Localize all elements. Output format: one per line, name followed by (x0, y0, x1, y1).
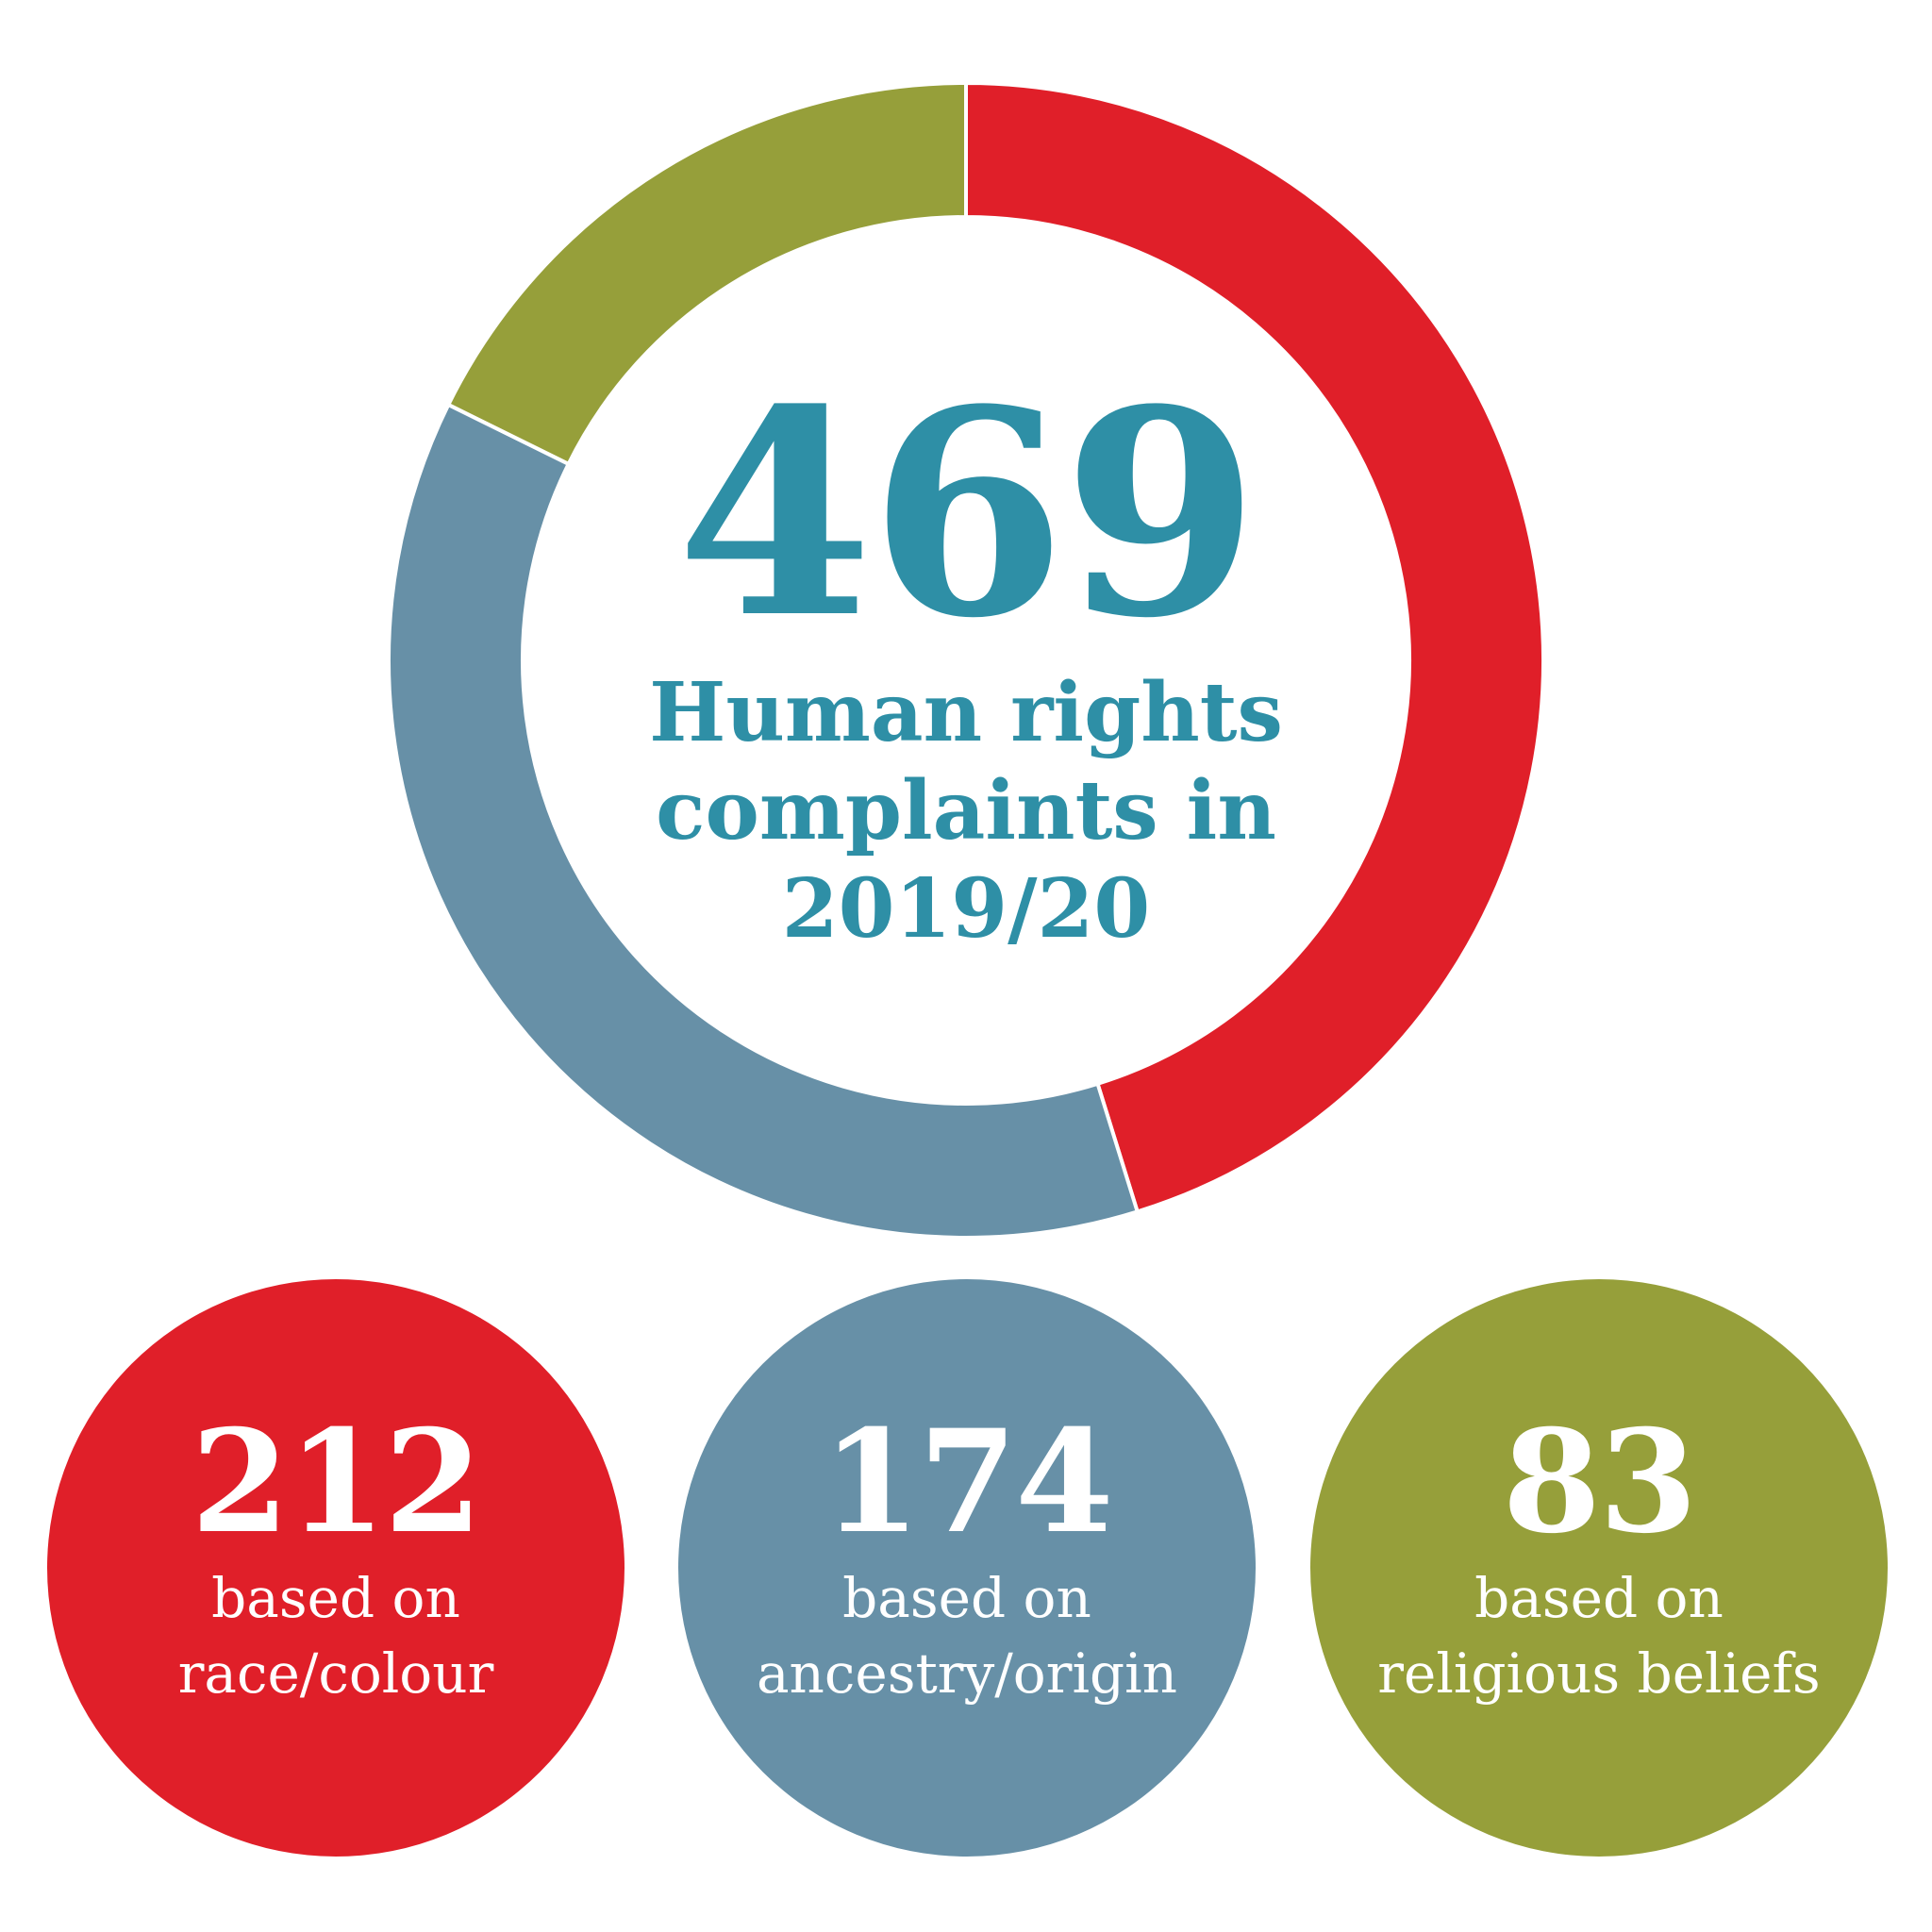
total-complaints-number: 469 (675, 347, 1259, 680)
caption-line-2: complaints in (656, 763, 1276, 858)
donut-segment-race (964, 80, 1546, 1214)
stat-circle-religious: 83 based on religious beliefs (1310, 1279, 1888, 1857)
total-complaints-caption: Human rights complaints in 2019/20 (589, 664, 1343, 958)
stat-label-religious-line1: based on (1474, 1566, 1724, 1630)
donut-segment-ancestry (387, 402, 1141, 1241)
stat-circle-ancestry: 174 based on ancestry/origin (678, 1279, 1256, 1857)
stat-number-religious: 83 (1502, 1399, 1698, 1565)
center-summary: 469 Human rights complaints in 2019/20 (589, 347, 1343, 958)
donut-segment-religious (445, 80, 968, 467)
stat-number-ancestry: 174 (822, 1399, 1113, 1565)
stat-label-race-line2: race/colour (177, 1641, 494, 1706)
stat-label-ancestry-line2: ancestry/origin (756, 1641, 1178, 1706)
stat-number-race: 212 (191, 1399, 482, 1565)
caption-line-3: 2019/20 (781, 861, 1151, 957)
stat-label-race-line1: based on (211, 1566, 460, 1630)
caption-line-1: Human rights (649, 665, 1283, 760)
stat-label-religious-line2: religious beliefs (1377, 1641, 1821, 1706)
stat-label-ancestry-line1: based on (842, 1566, 1091, 1630)
stat-circle-race: 212 based on race/colour (47, 1279, 625, 1857)
